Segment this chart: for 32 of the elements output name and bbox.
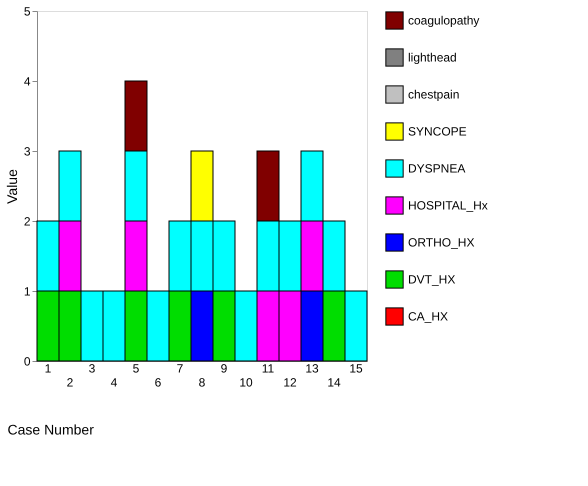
y-axis-title: Value <box>4 168 20 204</box>
x-tick-label: 5 <box>132 362 140 376</box>
x-tick-label: 1 <box>44 362 52 376</box>
legend-label: coagulopathy <box>408 14 480 28</box>
x-tick-label: 15 <box>349 362 363 376</box>
legend-label: ORTHO_HX <box>408 236 474 250</box>
x-tick-label: 13 <box>305 362 319 376</box>
x-tick-label: 4 <box>110 376 118 390</box>
legend-label: HOSPITAL_Hx <box>408 198 488 212</box>
legend-label: SYNCOPE <box>408 124 467 138</box>
x-tick-label: 8 <box>198 376 206 390</box>
y-tick-label: 4 <box>24 74 31 88</box>
legend-label: DYSPNEA <box>408 162 466 176</box>
legend-label: DVT_HX <box>408 272 456 286</box>
y-tick-label: 0 <box>24 354 31 368</box>
y-tick-label: 5 <box>24 4 31 18</box>
x-tick-label: 6 <box>154 376 162 390</box>
x-tick-label: 2 <box>66 376 74 390</box>
x-axis-title: Case Number <box>8 422 94 438</box>
x-tick-label: 11 <box>262 362 275 376</box>
x-tick-label: 14 <box>327 376 341 390</box>
legend-label: lighthead <box>408 50 457 64</box>
legend-label: CA_HX <box>408 310 448 324</box>
x-tick-label: 10 <box>239 376 253 390</box>
x-tick-label: 9 <box>220 362 228 376</box>
x-tick-label: 7 <box>176 362 184 376</box>
y-tick-label: 3 <box>24 144 31 158</box>
y-tick-label: 2 <box>24 214 31 228</box>
x-tick-label: 12 <box>283 376 297 390</box>
x-tick-label: 3 <box>88 362 96 376</box>
legend-label: chestpain <box>408 88 460 102</box>
y-tick-label: 1 <box>24 284 31 298</box>
